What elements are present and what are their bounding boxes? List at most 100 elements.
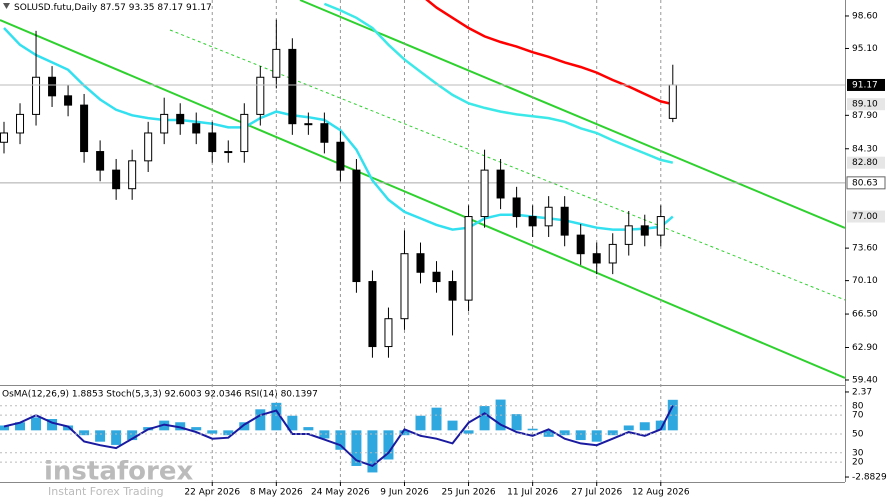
candle-body <box>400 253 409 320</box>
y-tick-label: 95.10 <box>852 44 878 54</box>
candle-body <box>48 76 57 97</box>
osma-bar <box>0 425 10 431</box>
osma-bar <box>47 419 58 431</box>
header-part: 91.17 <box>186 3 212 13</box>
y-tick-label: 66.50 <box>852 310 878 320</box>
price-box <box>847 78 885 91</box>
candle-body <box>160 113 169 134</box>
osma-bar <box>623 425 634 431</box>
candle-body <box>656 216 665 236</box>
chart-header: SOLUSD.futu,Daily 87.57 93.35 87.17 91.1… <box>14 3 212 13</box>
candle-body <box>368 281 377 348</box>
trend-line <box>299 0 845 229</box>
candle-body <box>304 123 313 126</box>
candle-body <box>528 216 537 227</box>
osma-bar <box>95 430 106 442</box>
osma-bar <box>607 430 618 436</box>
ma-value-box <box>847 156 885 169</box>
candle-body <box>144 132 153 162</box>
ma-value-label: 77.00 <box>852 212 878 222</box>
trend-line <box>0 19 845 379</box>
header-icon <box>3 3 10 9</box>
y-tick-label: 70.10 <box>852 276 878 286</box>
candle-body <box>336 141 345 171</box>
y-tick-label: 73.60 <box>852 244 878 254</box>
x-tick-label: 25 Jun 2026 <box>441 488 495 498</box>
osma-bar <box>223 430 234 436</box>
rsi-tick-label: 30 <box>852 448 864 458</box>
candle-body <box>512 197 521 218</box>
candle-body <box>80 104 89 153</box>
osma-bar <box>303 427 314 431</box>
candle-body <box>112 169 121 190</box>
y-tick-label: 84.30 <box>852 144 878 154</box>
candle-body <box>192 123 201 134</box>
candle-body <box>240 113 249 153</box>
rsi-tick-label: 70 <box>852 411 864 421</box>
y-tick-label: 59.40 <box>852 375 878 385</box>
ma-value-box <box>847 210 885 223</box>
y-tick-label: 62.90 <box>852 343 878 353</box>
x-tick-label: 8 May 2026 <box>250 488 303 498</box>
candle-body <box>64 95 73 106</box>
header-part: SOLUSD.futu,Daily <box>14 3 98 13</box>
osma-bar <box>639 422 650 431</box>
candle-body <box>224 151 233 154</box>
candle-body <box>432 271 441 283</box>
trend-line <box>169 29 845 301</box>
candle-body <box>416 253 425 273</box>
osma-bar <box>127 430 138 441</box>
candle-body <box>544 206 553 227</box>
osma-bar <box>63 425 74 431</box>
osma-bar <box>399 430 410 436</box>
osma-bar <box>479 406 490 431</box>
osma-bar <box>79 430 90 436</box>
candle-body <box>624 225 633 245</box>
osma-bar <box>239 422 250 431</box>
candle-body <box>464 216 473 301</box>
osma-bar <box>559 430 570 436</box>
osma-bar <box>335 430 346 450</box>
candle-body <box>96 151 105 171</box>
osma-bar <box>383 430 394 460</box>
header-part: 87.17 <box>157 3 183 13</box>
watermark-brand: instaforex <box>44 457 194 487</box>
y-tick-label: 87.90 <box>852 111 878 121</box>
candle-body <box>32 76 41 115</box>
header-part: 93.35 <box>129 3 155 13</box>
candle-body <box>480 169 489 218</box>
candle-body <box>288 48 297 125</box>
ma-value-box <box>847 98 885 111</box>
trend-lines <box>0 0 845 379</box>
candle-body <box>0 132 9 143</box>
candle-body <box>640 225 649 236</box>
x-tick-label: 27 Jul 2026 <box>571 488 622 498</box>
rsi-tick-label: 20 <box>852 458 864 468</box>
candle-body <box>208 132 217 153</box>
osma-bar <box>287 415 298 431</box>
osma-bar <box>191 427 202 431</box>
osma-bar <box>431 407 442 431</box>
watermark-tagline: Instant Forex Trading <box>48 485 164 498</box>
osma-bar <box>15 422 26 431</box>
indicator-title: OsMA(12,26,9) 1.8853 Stoch(5,3,3) 92.600… <box>2 390 318 400</box>
candle-body <box>352 169 361 283</box>
osma-bar <box>575 430 586 441</box>
osma-bar <box>351 430 362 466</box>
osma-bar <box>255 409 266 431</box>
candle-body <box>128 160 137 190</box>
osma-bar <box>415 415 426 431</box>
osma-bar <box>667 399 678 431</box>
main-pane <box>0 0 845 358</box>
candle-body <box>592 253 601 264</box>
candle-body <box>16 113 25 134</box>
candle-body <box>176 113 185 125</box>
x-tick-label: 12 Aug 2026 <box>632 488 690 498</box>
osma-bar <box>511 414 522 431</box>
rsi-tick-label: 80 <box>852 401 864 411</box>
candle-body <box>448 281 457 301</box>
osma-bar <box>463 430 474 434</box>
osma-bar <box>543 430 554 437</box>
